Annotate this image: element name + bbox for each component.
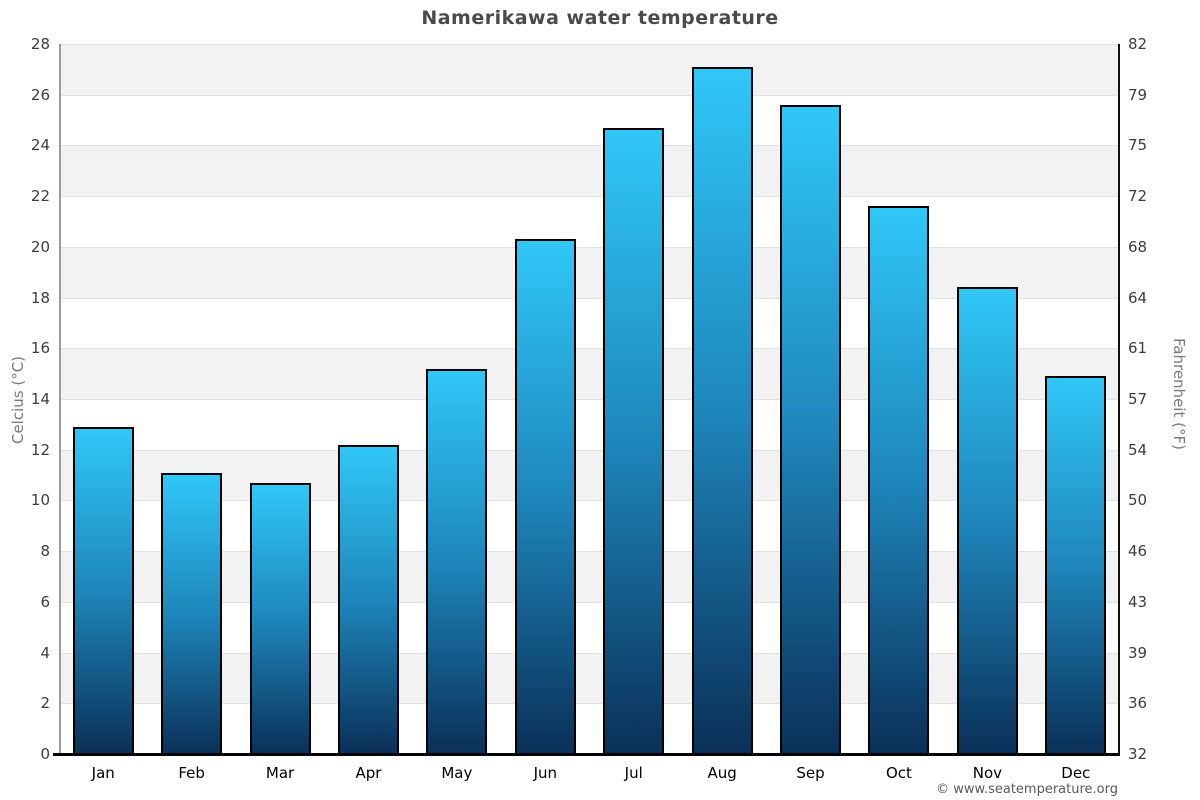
celsius-tick-18: 18 — [30, 288, 50, 307]
y-axis-title-fahrenheit: Fahrenheit (°F) — [1170, 338, 1188, 450]
fahrenheit-tick-43: 43 — [1128, 592, 1148, 611]
plot-band — [59, 703, 1120, 754]
bar-jan — [72, 426, 134, 754]
gridline — [59, 44, 1120, 45]
gridline — [59, 94, 1120, 96]
x-label-jun: Jun — [533, 764, 557, 782]
bar-feb — [161, 472, 223, 754]
fahrenheit-tick-68: 68 — [1128, 237, 1148, 256]
celsius-tick-8: 8 — [40, 542, 50, 561]
gridline — [59, 449, 1120, 451]
y-axis-title-celsius: Celcius (°C) — [9, 355, 27, 445]
bar-jul — [603, 127, 665, 754]
gridline — [59, 348, 1120, 350]
celsius-tick-10: 10 — [30, 491, 50, 510]
celsius-tick-26: 26 — [30, 85, 50, 104]
x-label-dec: Dec — [1061, 764, 1091, 782]
plot-band — [59, 601, 1120, 653]
fahrenheit-tick-32: 32 — [1128, 745, 1148, 763]
x-label-feb: Feb — [178, 764, 205, 782]
gridline — [59, 500, 1120, 502]
plot-band — [59, 246, 1120, 298]
bar-dec — [1045, 376, 1107, 754]
fahrenheit-tick-82: 82 — [1128, 35, 1148, 53]
bar-oct — [868, 206, 930, 754]
bar-sep — [780, 104, 842, 754]
plot-band — [59, 145, 1120, 197]
x-label-aug: Aug — [707, 764, 737, 782]
x-label-nov: Nov — [972, 764, 1003, 782]
fahrenheit-tick-61: 61 — [1128, 339, 1148, 358]
fahrenheit-tick-72: 72 — [1128, 187, 1148, 206]
plot-band — [59, 297, 1120, 349]
fahrenheit-tick-36: 36 — [1128, 694, 1148, 713]
celsius-tick-24: 24 — [30, 136, 50, 155]
plot-band — [59, 196, 1120, 247]
celsius-tick-2: 2 — [40, 694, 50, 713]
plot-band — [59, 652, 1120, 704]
plot-band — [59, 94, 1120, 146]
gridline — [59, 601, 1120, 603]
fahrenheit-tick-75: 75 — [1128, 136, 1148, 155]
plot-band — [59, 348, 1120, 399]
bar-mar — [249, 482, 311, 754]
fahrenheit-tick-50: 50 — [1128, 491, 1148, 510]
x-axis-line — [53, 753, 1120, 756]
gridline — [59, 297, 1120, 299]
gridline — [59, 246, 1120, 248]
gridline — [59, 703, 1120, 705]
celsius-tick-14: 14 — [30, 390, 50, 408]
celsius-tick-0: 0 — [40, 745, 50, 763]
x-label-mar: Mar — [265, 764, 295, 782]
celsius-tick-22: 22 — [30, 187, 50, 206]
x-label-apr: Apr — [355, 764, 382, 782]
plot-band — [59, 399, 1120, 450]
celsius-tick-20: 20 — [30, 237, 50, 256]
plot-band — [59, 500, 1120, 552]
fahrenheit-tick-57: 57 — [1128, 390, 1148, 408]
celsius-tick-16: 16 — [30, 339, 50, 358]
chart-title: Namerikawa water temperature — [421, 7, 779, 29]
y-axis-line-left — [59, 44, 61, 754]
bar-apr — [337, 444, 399, 754]
bar-jun — [514, 239, 576, 754]
fahrenheit-tick-64: 64 — [1128, 288, 1148, 307]
fahrenheit-tick-54: 54 — [1128, 440, 1148, 459]
x-label-jul: Jul — [624, 764, 643, 782]
x-label-oct: Oct — [885, 764, 912, 782]
bar-aug — [691, 66, 753, 754]
celsius-tick-4: 4 — [40, 643, 50, 662]
gridline — [59, 551, 1120, 553]
fahrenheit-tick-39: 39 — [1128, 643, 1148, 662]
plot-band — [59, 44, 1120, 95]
celsius-tick-6: 6 — [40, 592, 50, 611]
y-axis-line-right — [1118, 44, 1120, 754]
gridline — [59, 196, 1120, 198]
celsius-tick-28: 28 — [30, 35, 50, 53]
footer-attribution-link[interactable]: © www.seatemperature.org — [936, 782, 1118, 797]
x-label-may: May — [441, 764, 473, 782]
fahrenheit-tick-46: 46 — [1128, 542, 1148, 561]
gridline — [59, 145, 1120, 147]
plot-area — [53, 44, 1120, 756]
bar-nov — [956, 287, 1018, 754]
x-label-sep: Sep — [796, 764, 825, 782]
x-label-jan: Jan — [91, 764, 115, 782]
plot-band — [59, 551, 1120, 602]
fahrenheit-tick-79: 79 — [1128, 85, 1148, 104]
gridline — [59, 652, 1120, 654]
plot-band — [59, 449, 1120, 501]
gridline — [59, 399, 1120, 400]
bar-may — [426, 368, 488, 754]
celsius-tick-12: 12 — [30, 440, 50, 459]
